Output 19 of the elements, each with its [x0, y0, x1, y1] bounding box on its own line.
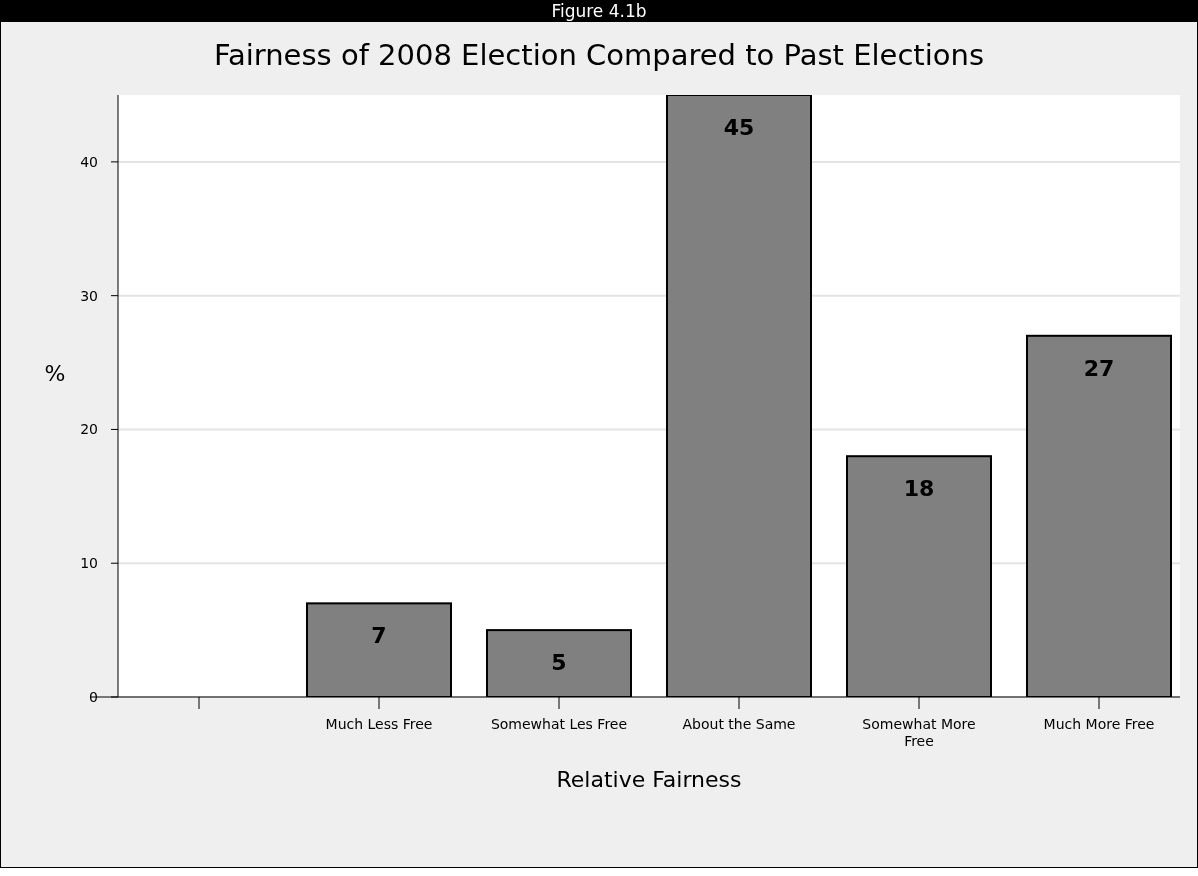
data-label: 27	[1083, 355, 1115, 381]
x-tick-label: About the Same	[682, 716, 796, 732]
data-label: 18	[903, 476, 935, 502]
y-tick-label: 0	[89, 689, 98, 705]
data-label: 45	[723, 115, 755, 140]
y-tick-label: 10	[80, 555, 98, 572]
x-tick-label: Somewhat Les Free	[490, 716, 628, 732]
x-tick-label: Much More Free	[1043, 716, 1155, 732]
y-tick-label: 30	[80, 287, 98, 304]
caption: Figure 4.1b	[551, 1, 647, 21]
y-axis-title: %	[44, 361, 66, 386]
x-tick-label: Much Less Free	[325, 716, 433, 732]
data-label: 5	[551, 650, 567, 676]
y-tick-label: 20	[80, 421, 98, 438]
y-tick-label: 40	[80, 153, 98, 170]
chart-title: Fairness of 2008 Election Compared to Past Elections	[213, 38, 985, 72]
x-tick-label: Somewhat More Free	[862, 716, 976, 749]
data-label: 7	[371, 623, 387, 649]
x-axis-title: Relative Fairness	[556, 767, 742, 792]
